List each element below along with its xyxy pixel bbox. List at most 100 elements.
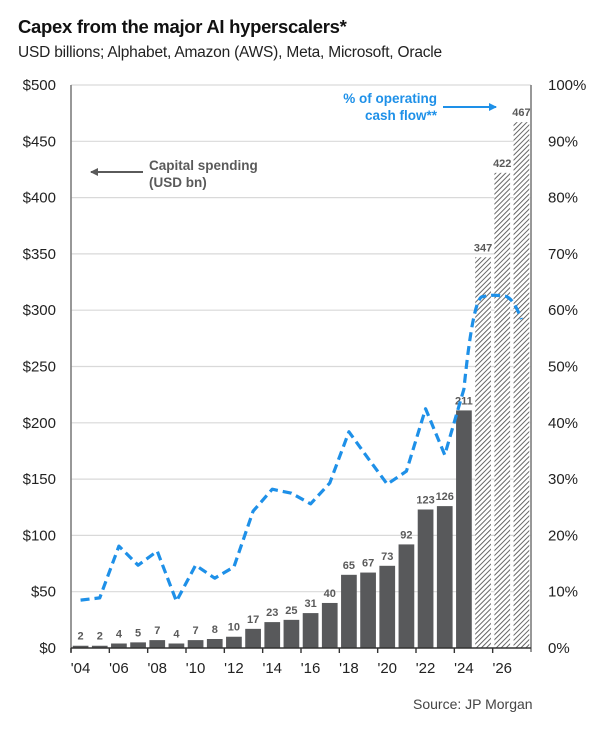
y-left-tick-label: $300 bbox=[23, 302, 56, 319]
y-right-tick-label: 40% bbox=[548, 415, 578, 432]
bar bbox=[72, 645, 89, 648]
bar-label: 4 bbox=[116, 628, 123, 640]
bar-label: 25 bbox=[285, 605, 297, 617]
bar-label: 92 bbox=[400, 529, 412, 541]
annotation-cash-flow-line1: % of operating bbox=[343, 91, 437, 106]
annotation-capital-spending: Capital spending (USD bn) bbox=[90, 158, 258, 190]
bar-label: 73 bbox=[381, 551, 393, 563]
bar-label: 40 bbox=[324, 588, 336, 600]
x-tick-label: '26 bbox=[492, 660, 512, 677]
bar bbox=[187, 640, 204, 648]
x-tick-label: '10 bbox=[186, 660, 206, 677]
chart-title: Capex from the major AI hyperscalers* bbox=[18, 16, 347, 37]
bar-label: 7 bbox=[154, 625, 160, 637]
bar bbox=[436, 506, 453, 648]
y-right-tick-label: 30% bbox=[548, 471, 578, 488]
axes bbox=[70, 85, 532, 653]
y-left-tick-label: $400 bbox=[23, 190, 56, 207]
y-axis-left-labels: $0 $50 $100 $150 $200 $250 $300 $350 $400 $450 $50… bbox=[23, 77, 56, 657]
y-left-tick-label: $250 bbox=[23, 359, 56, 376]
x-tick-label: '14 bbox=[262, 660, 282, 677]
bar bbox=[360, 572, 376, 648]
y-left-tick-label: $350 bbox=[23, 246, 56, 263]
annotation-capital-spending-line1: Capital spending bbox=[149, 158, 258, 173]
bar bbox=[245, 628, 261, 648]
bar-label: 10 bbox=[228, 622, 240, 634]
annotation-capital-spending-line2: (USD bn) bbox=[149, 175, 207, 190]
y-right-tick-label: 60% bbox=[548, 302, 578, 319]
bar bbox=[206, 638, 223, 648]
annotation-operating-cash-flow: % of operating cash flow** bbox=[343, 91, 497, 123]
bar bbox=[226, 636, 242, 648]
bar bbox=[456, 410, 472, 648]
y-right-tick-label: 20% bbox=[548, 527, 578, 544]
y-axis-right-labels: 0% 10% 20% 30% 40% 50% 60% 70% 80% 90% 100% bbox=[548, 77, 586, 657]
bar-label: 5 bbox=[135, 627, 141, 639]
y-left-tick-label: $150 bbox=[23, 471, 56, 488]
line-series-pct-ocf bbox=[80, 293, 523, 603]
bar-label: 2 bbox=[97, 631, 103, 643]
line-pct-operating-cash-flow bbox=[80, 293, 523, 603]
y-right-tick-label: 70% bbox=[548, 246, 578, 263]
bar bbox=[111, 643, 127, 648]
y-right-tick-label: 100% bbox=[548, 77, 586, 94]
bar-label: 422 bbox=[493, 158, 511, 170]
bar-label: 67 bbox=[362, 558, 374, 570]
source-note: Source: JP Morgan bbox=[413, 696, 533, 712]
bar bbox=[321, 602, 338, 648]
x-tick-label: '12 bbox=[224, 660, 244, 677]
bar-label: 31 bbox=[304, 598, 316, 610]
bar-label: 7 bbox=[193, 625, 199, 637]
x-tick-label: '16 bbox=[301, 660, 321, 677]
bar bbox=[398, 544, 415, 648]
x-axis-labels: '04 '06 '08 '10 '12 '14 '16 '18 '20 '22 '24 '26 bbox=[71, 660, 512, 677]
y-right-tick-label: 50% bbox=[548, 359, 578, 376]
x-tick-label: '22 bbox=[416, 660, 436, 677]
y-left-tick-label: $50 bbox=[31, 584, 56, 601]
x-tick-label: '08 bbox=[147, 660, 167, 677]
bar bbox=[149, 640, 166, 648]
gridlines bbox=[71, 84, 531, 593]
x-tick-label: '04 bbox=[71, 660, 91, 677]
y-left-tick-label: $0 bbox=[39, 640, 56, 657]
bar-label: 17 bbox=[247, 614, 259, 626]
bar-forecast bbox=[513, 122, 530, 648]
bar bbox=[130, 642, 146, 648]
bar bbox=[417, 509, 434, 648]
x-tick-label: '06 bbox=[109, 660, 129, 677]
bar-label: 4 bbox=[173, 628, 180, 640]
y-left-tick-label: $100 bbox=[23, 527, 56, 544]
y-right-tick-label: 10% bbox=[548, 584, 578, 601]
bar-label: 467 bbox=[512, 107, 530, 119]
y-left-tick-label: $200 bbox=[23, 415, 56, 432]
y-right-tick-label: 0% bbox=[548, 640, 570, 657]
bars-capital-spending bbox=[72, 122, 530, 648]
x-tick-label: '18 bbox=[339, 660, 359, 677]
y-right-tick-label: 90% bbox=[548, 133, 578, 150]
bar-label: 126 bbox=[436, 491, 454, 503]
y-left-tick-label: $500 bbox=[23, 77, 56, 94]
bar bbox=[91, 645, 108, 648]
y-left-tick-label: $450 bbox=[23, 133, 56, 150]
bar-label: 123 bbox=[416, 495, 434, 507]
x-tick-label: '24 bbox=[454, 660, 474, 677]
bar-label: 8 bbox=[212, 624, 218, 636]
chart-subtitle: USD billions; Alphabet, Amazon (AWS), Me… bbox=[18, 44, 442, 61]
x-tick-label: '20 bbox=[377, 660, 397, 677]
bar bbox=[168, 643, 185, 648]
bar-forecast bbox=[475, 257, 491, 648]
bar bbox=[264, 622, 281, 648]
bar-label: 65 bbox=[343, 560, 355, 572]
annotation-cash-flow-line2: cash flow** bbox=[365, 108, 438, 123]
bar-label: 23 bbox=[266, 607, 278, 619]
bar bbox=[283, 619, 300, 648]
bar-label: 2 bbox=[78, 631, 84, 643]
bar-forecast bbox=[494, 172, 511, 648]
bar-label: 347 bbox=[474, 242, 492, 254]
bar bbox=[302, 613, 319, 648]
y-right-tick-label: 80% bbox=[548, 190, 578, 207]
bar bbox=[341, 574, 357, 648]
bar bbox=[379, 565, 396, 648]
